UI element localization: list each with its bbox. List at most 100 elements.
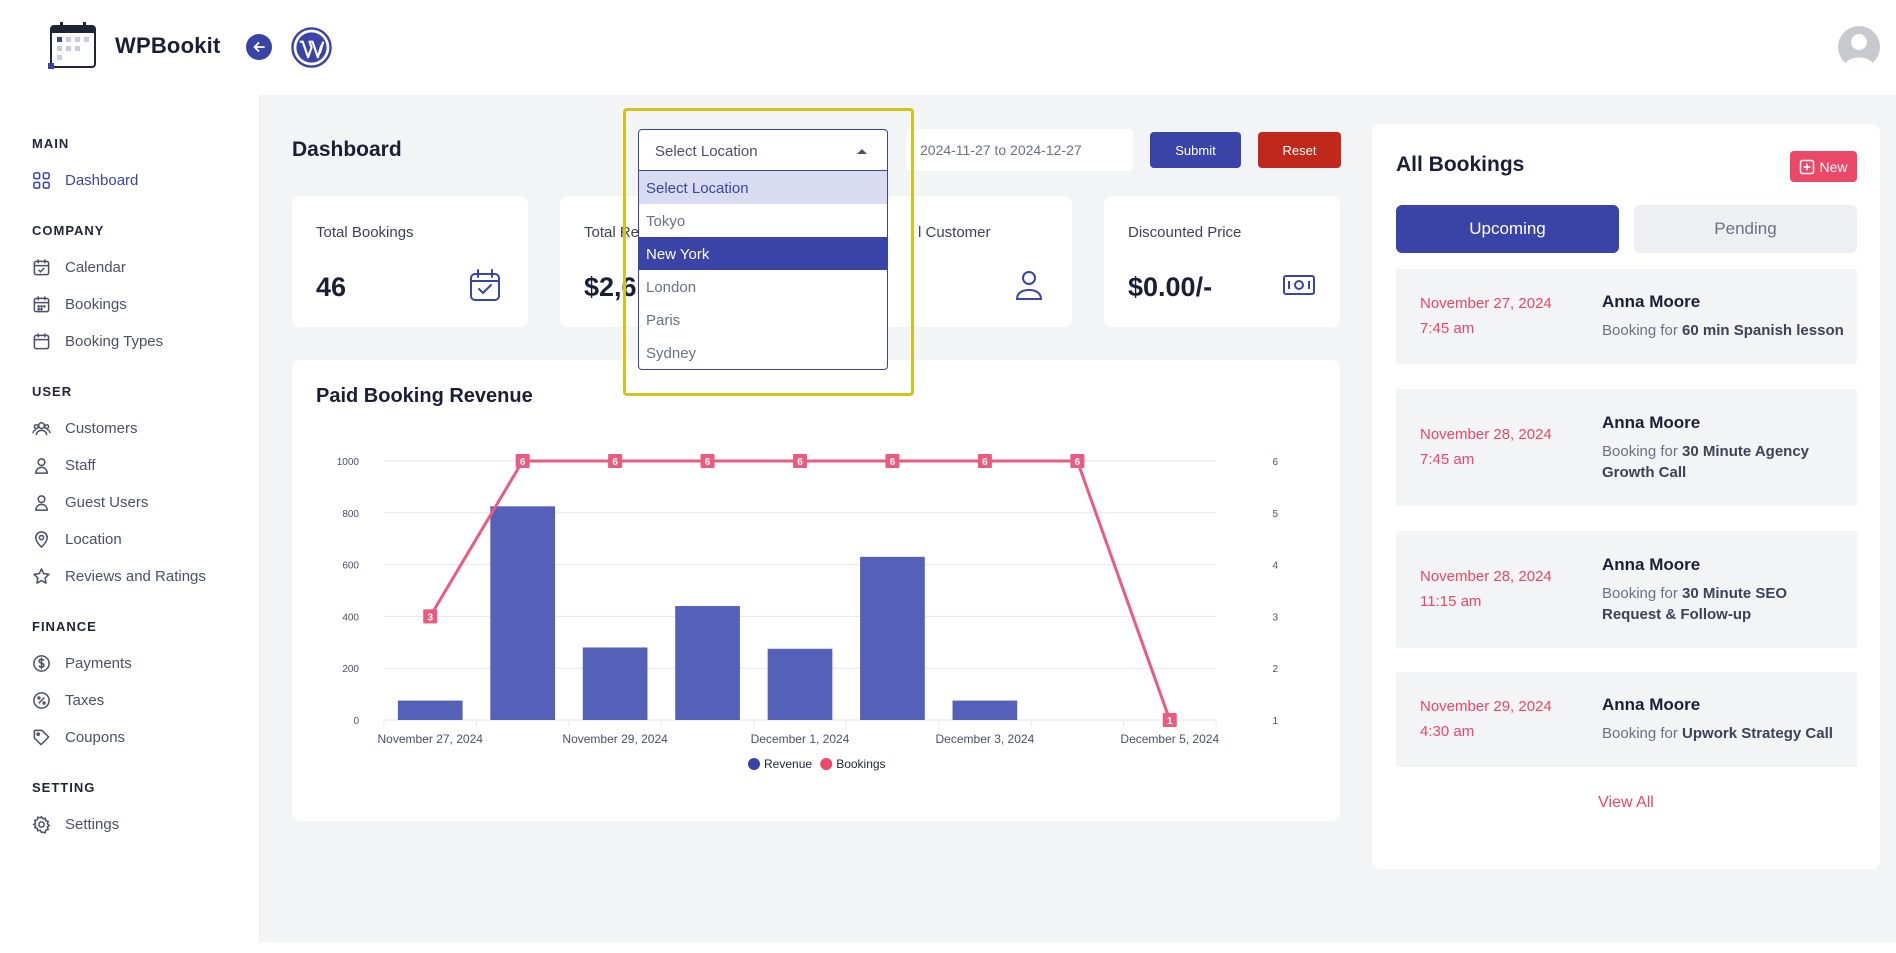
location-option-tokyo[interactable]: Tokyo (646, 213, 686, 230)
brand[interactable]: WPBookit (48, 22, 220, 70)
booking-date: November 27, 2024 7:45 am (1420, 291, 1552, 341)
location-option-new-york[interactable]: New York (639, 237, 887, 270)
sidebar-item-label: Staff (65, 456, 96, 474)
chart-title: Paid Booking Revenue (316, 385, 533, 407)
nav-section-finance: FINANCE (32, 619, 97, 634)
revenue-bar (490, 506, 556, 720)
location-option-select-location[interactable]: Select Location (639, 171, 887, 204)
star-icon (33, 567, 50, 584)
calendar-grid-icon (33, 295, 50, 312)
view-all-link[interactable]: View All (1598, 794, 1654, 811)
bookings-point (885, 454, 900, 468)
booking-date: November 29, 2024 4:30 am (1420, 694, 1552, 744)
stat-card-total-bookings: Total Bookings 46 (292, 196, 528, 327)
x-tick-label: November 27, 2024 (378, 732, 484, 746)
booking-item[interactable]: November 27, 2024 7:45 am Anna Moore Book… (1396, 269, 1857, 364)
y-right-tick-label: 4 (1272, 561, 1278, 572)
sidebar-item-dashboard[interactable]: Dashboard (32, 169, 138, 191)
legend-marker (748, 758, 760, 770)
booking-service: Upwork Strategy Call (1682, 725, 1833, 742)
new-button-label: New (1819, 158, 1848, 175)
sidebar: MAIN Dashboard COMPANY Calendar Bookings… (0, 95, 260, 953)
calendar-icon (33, 332, 50, 349)
all-bookings-title: All Bookings (1396, 153, 1525, 176)
y-left-tick-label: 600 (342, 561, 359, 572)
sidebar-item-guest-users[interactable]: Guest Users (32, 491, 148, 513)
revenue-chart: 0 200 400 600 800 1000 1 2 3 4 5 6 3 6 6 6 6 6 6 6 1 November… (337, 454, 1278, 771)
sidebar-item-calendar[interactable]: Calendar (32, 256, 126, 278)
gear-icon (32, 815, 51, 834)
sidebar-item-taxes[interactable]: Taxes (32, 689, 104, 711)
new-booking-button[interactable]: New (1790, 151, 1857, 182)
bookings-point (515, 454, 530, 468)
stat-label: l Customer (918, 224, 991, 241)
bookings-point (977, 454, 992, 468)
location-option-london[interactable]: London (646, 279, 697, 296)
calendar-check-icon (33, 258, 50, 275)
y-left-tick-label: 0 (353, 716, 359, 727)
sidebar-item-booking-types[interactable]: Booking Types (32, 330, 163, 352)
tab-pending[interactable]: Pending (1634, 205, 1857, 253)
sidebar-item-staff[interactable]: Staff (32, 454, 96, 476)
arrow-left-icon (253, 42, 265, 52)
stat-value: 46 (316, 272, 347, 302)
chart-card: Paid Booking Revenue 0 200 400 600 800 1000 1 2… (292, 360, 1340, 821)
sidebar-item-reviews-and-ratings[interactable]: Reviews and Ratings (32, 565, 206, 587)
bookings-point (423, 609, 438, 624)
reset-button[interactable]: Reset (1258, 132, 1341, 168)
date-range-input[interactable]: 2024-11-27 to 2024-12-27 (906, 129, 1133, 171)
bookings-data-label: 6 (705, 457, 711, 468)
location-option-sydney[interactable]: Sydney (646, 345, 697, 362)
revenue-bar (767, 648, 833, 720)
y-left-tick-label: 200 (342, 664, 359, 675)
highlight-box (623, 108, 914, 396)
booking-date: November 28, 2024 11:15 am (1420, 564, 1552, 614)
revenue-bar (675, 606, 740, 720)
nav-section-setting: SETTING (32, 780, 96, 795)
bookings-point (1070, 454, 1085, 468)
user-avatar-icon (1843, 34, 1875, 68)
grid-icon (33, 171, 50, 189)
sidebar-item-coupons[interactable]: Coupons (32, 726, 125, 748)
y-left-tick-label: 800 (342, 509, 359, 520)
sidebar-item-customers[interactable]: Customers (32, 417, 138, 439)
location-option-paris[interactable]: Paris (646, 312, 681, 329)
dollar-circle-icon (33, 654, 50, 672)
sidebar-item-settings[interactable]: Settings (32, 813, 119, 835)
bookings-point (700, 454, 715, 468)
y-right-tick-label: 5 (1272, 509, 1278, 520)
sidebar-item-label: Settings (65, 815, 120, 833)
booking-time: 7:45 am (1420, 451, 1475, 468)
brand-name: WPBookit (115, 33, 221, 58)
bookings-data-label: 3 (427, 612, 433, 623)
booking-item[interactable]: November 28, 2024 11:15 am Anna Moore Boo… (1396, 531, 1857, 648)
wordpress-icon[interactable] (291, 27, 332, 68)
x-tick-label: November 29, 2024 (562, 732, 668, 746)
stat-label: Total Bookings (316, 224, 414, 241)
collapse-sidebar-button[interactable] (246, 34, 272, 60)
revenue-bar (860, 556, 925, 720)
caret-up-icon (857, 149, 867, 154)
page-title: Dashboard (292, 138, 402, 161)
stat-label: Discounted Price (1128, 224, 1242, 241)
all-bookings-panel: All Bookings New Upcoming Pending Novemb… (1372, 124, 1880, 869)
location-select[interactable]: Select Location (638, 129, 888, 171)
tab-upcoming[interactable]: Upcoming (1396, 205, 1619, 253)
sidebar-item-location[interactable]: Location (32, 528, 122, 550)
sidebar-item-label: Reviews and Ratings (65, 567, 206, 585)
user-avatar[interactable] (1838, 26, 1880, 68)
booking-item[interactable]: November 29, 2024 4:30 am Anna Moore Book… (1396, 672, 1857, 767)
location-select-value: Select Location (655, 143, 758, 160)
sidebar-item-bookings[interactable]: Bookings (32, 293, 127, 315)
submit-button[interactable]: Submit (1150, 132, 1241, 168)
bookings-point (608, 454, 623, 468)
booking-item[interactable]: November 28, 2024 7:45 am Anna Moore Book… (1396, 389, 1857, 506)
top-bar: WPBookit (0, 0, 1896, 95)
revenue-bar (952, 700, 1018, 720)
y-right-tick-label: 2 (1272, 664, 1278, 675)
tax-percent-icon (33, 691, 50, 709)
booking-prefix: Booking for (1602, 322, 1683, 339)
sidebar-item-label: Bookings (65, 295, 127, 313)
sidebar-item-payments[interactable]: Payments (32, 652, 132, 674)
bookings-data-label: 6 (982, 457, 988, 468)
